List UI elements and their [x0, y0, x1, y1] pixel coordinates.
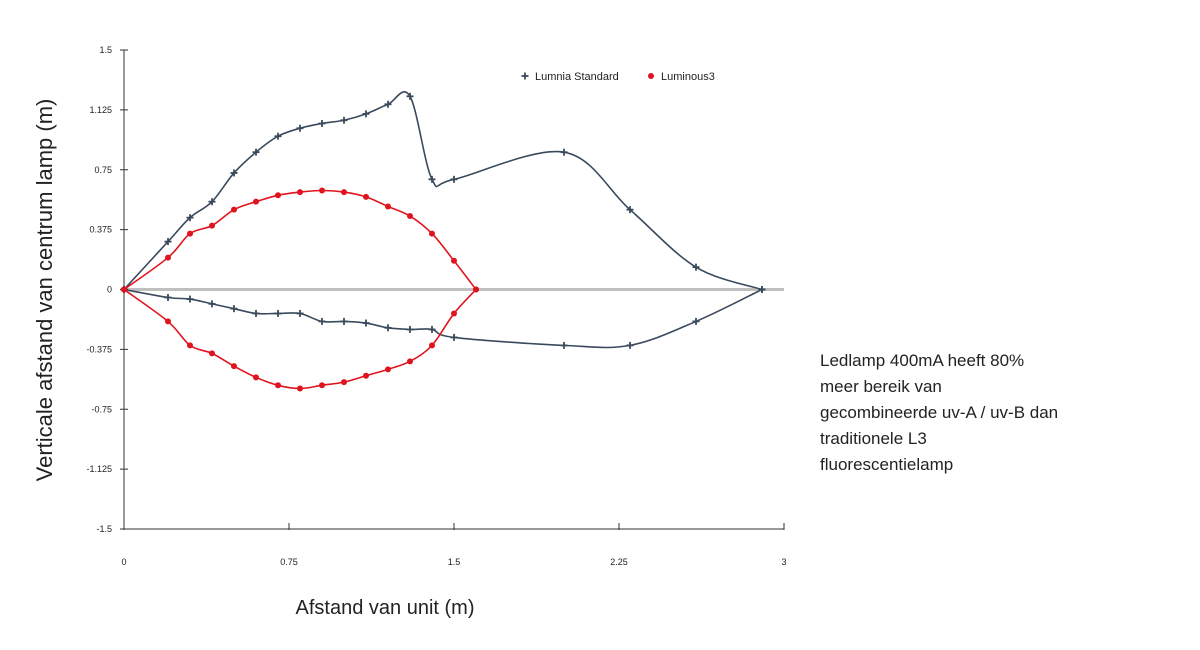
data-point — [208, 300, 216, 308]
data-point — [274, 309, 282, 317]
data-point — [275, 382, 281, 389]
data-point — [318, 119, 326, 127]
data-point — [692, 317, 700, 325]
data-point — [186, 295, 194, 303]
x-tick-label: 2.25 — [610, 557, 628, 567]
data-point — [407, 358, 413, 365]
data-point — [319, 187, 325, 194]
data-point — [363, 193, 369, 200]
data-point — [385, 203, 391, 210]
x-tick-label: 0 — [121, 557, 126, 567]
series-line-upper — [123, 189, 477, 291]
data-point — [385, 366, 391, 373]
legend-marker — [648, 73, 654, 79]
axes: 1.5 1.125 0.75 0.375 0 -0.375 -0.75 -1.125 -1.5 0… — [86, 45, 786, 567]
data-point — [121, 286, 127, 293]
series-lumnia-standard — [120, 91, 766, 349]
data-point — [626, 206, 634, 214]
data-point — [275, 192, 281, 199]
y-tick-label: 0.375 — [89, 225, 112, 235]
series-line-lower — [123, 288, 477, 390]
data-point — [231, 363, 237, 370]
data-point — [253, 374, 259, 381]
data-point — [362, 319, 370, 327]
data-point — [164, 293, 172, 301]
data-point — [451, 257, 457, 264]
data-point — [319, 382, 325, 389]
data-point — [165, 254, 171, 261]
y-tick-label: -1.5 — [96, 524, 112, 534]
data-point — [451, 310, 457, 317]
data-point — [560, 148, 568, 156]
x-tick-label: 1.5 — [448, 557, 461, 567]
y-tick-label: 0 — [107, 285, 112, 295]
data-point — [428, 325, 436, 333]
y-axis-title: Verticale afstand van centrum lamp (m) — [32, 99, 57, 482]
x-axis-title: Afstand van unit (m) — [296, 597, 475, 619]
legend-label: Luminous3 — [661, 71, 715, 83]
data-point — [186, 214, 194, 222]
x-tick-label: 3 — [781, 557, 786, 567]
data-point — [208, 198, 216, 206]
data-point — [209, 222, 215, 229]
data-point — [384, 324, 392, 332]
y-tick-label: -1.125 — [86, 464, 112, 474]
series-luminous3 — [121, 187, 479, 392]
series-line-lower — [123, 288, 763, 349]
data-point — [473, 286, 479, 293]
legend-item: Lumnia Standard — [521, 71, 619, 83]
data-point — [758, 286, 766, 293]
data-point — [297, 385, 303, 392]
y-tick-label: 1.5 — [99, 45, 112, 55]
data-point — [450, 175, 458, 183]
data-point — [252, 148, 260, 156]
data-point — [692, 263, 700, 271]
data-point — [429, 342, 435, 349]
data-point — [341, 379, 347, 386]
data-point — [165, 318, 171, 325]
data-point — [626, 341, 634, 349]
y-tick-label: 0.75 — [94, 165, 112, 175]
data-point — [341, 189, 347, 196]
data-point — [297, 189, 303, 196]
data-point — [252, 309, 260, 317]
data-point — [363, 372, 369, 379]
data-point — [187, 342, 193, 349]
data-point — [450, 333, 458, 341]
data-point — [429, 230, 435, 237]
data-point — [340, 317, 348, 325]
data-point — [407, 213, 413, 220]
legend-label: Lumnia Standard — [535, 71, 619, 83]
legend-item: Luminous3 — [648, 71, 715, 83]
data-point — [428, 175, 436, 183]
y-tick-label: 1.125 — [89, 105, 112, 115]
data-point — [406, 92, 414, 100]
data-point — [231, 206, 237, 213]
data-point — [253, 198, 259, 205]
data-point — [230, 169, 238, 177]
data-point — [384, 100, 392, 108]
data-point — [296, 309, 304, 317]
data-point — [560, 341, 568, 349]
data-point — [230, 305, 238, 313]
y-tick-label: -0.375 — [86, 344, 112, 354]
annotation-note: Ledlamp 400mA heeft 80% meer bereik van … — [820, 351, 1059, 474]
x-tick-label: 0.75 — [280, 557, 298, 567]
data-point — [164, 238, 172, 246]
legend: Lumnia Standard Luminous3 — [521, 71, 715, 83]
data-point — [318, 317, 326, 325]
y-tick-label: -0.75 — [91, 404, 112, 414]
data-point — [296, 124, 304, 132]
data-point — [362, 110, 370, 118]
series-layer — [120, 91, 766, 392]
data-point — [187, 230, 193, 237]
data-point — [274, 132, 282, 140]
data-point — [209, 350, 215, 357]
series-line-upper — [123, 91, 763, 291]
data-point — [340, 116, 348, 124]
data-point — [406, 325, 414, 333]
